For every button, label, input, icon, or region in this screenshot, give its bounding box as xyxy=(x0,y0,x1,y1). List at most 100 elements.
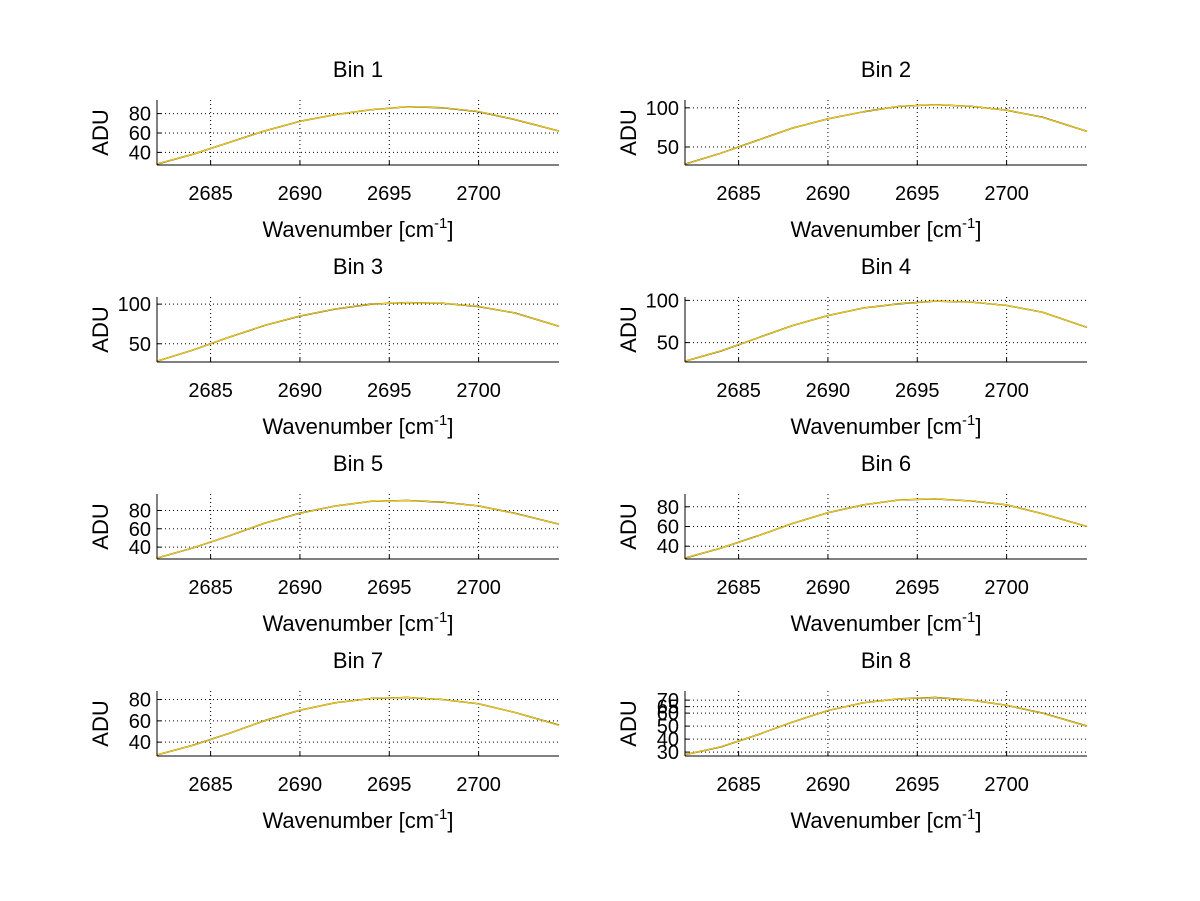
x-axis-label-exponent: -1 xyxy=(434,806,447,823)
plot-area xyxy=(157,494,559,559)
x-axis-label: Wavenumber [cm-1] xyxy=(790,609,981,636)
y-axis-label: ADU xyxy=(616,700,641,746)
series-line-2 xyxy=(156,696,560,756)
subplot-title: Bin 2 xyxy=(861,57,911,82)
subplot-title: Bin 1 xyxy=(333,57,383,82)
series-line-2 xyxy=(156,106,560,165)
x-tick-label: 2695 xyxy=(367,183,412,205)
y-tick-label: 30 xyxy=(657,742,679,764)
plot-area xyxy=(685,297,1087,362)
x-axis-label-main: Wavenumber [cm xyxy=(790,414,962,439)
y-tick-label: 60 xyxy=(657,517,679,539)
subplot-title: Bin 7 xyxy=(333,648,383,673)
x-tick-label: 2695 xyxy=(895,577,940,599)
x-axis-label-exponent: -1 xyxy=(962,215,975,232)
y-tick-label: 40 xyxy=(129,142,151,164)
y-tick-label: 60 xyxy=(129,123,151,145)
series-line-2 xyxy=(684,104,1088,165)
x-tick-label: 2700 xyxy=(984,774,1029,796)
y-tick-label: 80 xyxy=(129,690,151,712)
y-tick-label: 80 xyxy=(657,497,679,519)
x-tick-label: 2700 xyxy=(984,577,1029,599)
y-axis-label: ADU xyxy=(616,306,641,352)
subplot-title: Bin 6 xyxy=(861,451,911,476)
y-axis-label: ADU xyxy=(88,700,113,746)
x-axis-label: Wavenumber [cm-1] xyxy=(262,806,453,833)
x-axis-label: Wavenumber [cm-1] xyxy=(790,806,981,833)
x-tick-label: 2695 xyxy=(895,380,940,402)
plot-area xyxy=(157,297,559,362)
x-axis-label-exponent: -1 xyxy=(434,609,447,626)
x-tick-label: 2685 xyxy=(188,380,233,402)
x-axis-label-end: ] xyxy=(447,414,453,439)
x-tick-label: 2685 xyxy=(188,577,233,599)
x-axis-label-main: Wavenumber [cm xyxy=(262,414,434,439)
x-tick-label: 2690 xyxy=(278,380,323,402)
y-tick-label: 60 xyxy=(129,711,151,733)
x-axis-label-main: Wavenumber [cm xyxy=(262,217,434,242)
x-tick-label: 2690 xyxy=(806,380,851,402)
x-tick-label: 2700 xyxy=(456,774,501,796)
x-axis-label-main: Wavenumber [cm xyxy=(262,808,434,833)
x-axis-label-end: ] xyxy=(447,611,453,636)
x-tick-label: 2690 xyxy=(806,774,851,796)
x-axis-label-exponent: -1 xyxy=(434,412,447,429)
x-tick-label: 2685 xyxy=(716,774,761,796)
x-tick-label: 2690 xyxy=(806,577,851,599)
x-tick-label: 2695 xyxy=(367,774,412,796)
x-axis-label-main: Wavenumber [cm xyxy=(790,808,962,833)
x-tick-label: 2695 xyxy=(367,577,412,599)
y-tick-label: 70 xyxy=(657,690,679,712)
subplot-4: 2685 2690 2695 2700 50 100 Bin 4 ADU Wavenumber … xyxy=(616,254,1088,439)
subplot-2: 2685 2690 2695 2700 50 100 Bin 2 ADU Wavenumber … xyxy=(616,57,1088,242)
subplot-title: Bin 5 xyxy=(333,451,383,476)
y-tick-label: 60 xyxy=(657,703,679,725)
y-tick-label: 100 xyxy=(646,98,679,120)
series-line-2 xyxy=(684,696,1088,756)
x-axis-label-exponent: -1 xyxy=(962,806,975,823)
series-line-2 xyxy=(684,300,1088,362)
plot-area xyxy=(685,100,1087,165)
x-tick-label: 2700 xyxy=(456,183,501,205)
subplot-title: Bin 8 xyxy=(861,648,911,673)
x-axis-label: Wavenumber [cm-1] xyxy=(790,215,981,242)
x-tick-label: 2690 xyxy=(278,183,323,205)
y-tick-label: 40 xyxy=(657,729,679,751)
y-tick-label: 40 xyxy=(129,732,151,754)
x-axis-label: Wavenumber [cm-1] xyxy=(790,412,981,439)
x-tick-label: 2700 xyxy=(456,380,501,402)
x-axis-label-end: ] xyxy=(447,808,453,833)
x-axis-label: Wavenumber [cm-1] xyxy=(262,412,453,439)
x-tick-label: 2700 xyxy=(984,183,1029,205)
x-axis-label-end: ] xyxy=(975,808,981,833)
x-axis-label-end: ] xyxy=(975,217,981,242)
x-tick-label: 2685 xyxy=(188,774,233,796)
y-axis-label: ADU xyxy=(88,109,113,155)
y-tick-label: 40 xyxy=(657,536,679,558)
x-tick-label: 2685 xyxy=(188,183,233,205)
y-tick-label: 50 xyxy=(129,334,151,356)
x-axis-label-exponent: -1 xyxy=(434,215,447,232)
y-tick-label: 80 xyxy=(129,500,151,522)
x-axis-label: Wavenumber [cm-1] xyxy=(262,609,453,636)
y-tick-label: 100 xyxy=(646,290,679,312)
y-tick-label: 50 xyxy=(657,137,679,159)
plot-area xyxy=(157,691,559,756)
x-axis-label-main: Wavenumber [cm xyxy=(790,217,962,242)
x-tick-label: 2695 xyxy=(895,774,940,796)
y-axis-label: ADU xyxy=(616,503,641,549)
x-tick-label: 2685 xyxy=(716,577,761,599)
x-tick-label: 2695 xyxy=(367,380,412,402)
x-tick-label: 2685 xyxy=(716,183,761,205)
x-axis-label-exponent: -1 xyxy=(962,609,975,626)
x-axis-label-end: ] xyxy=(447,217,453,242)
x-tick-label: 2695 xyxy=(895,183,940,205)
x-tick-label: 2685 xyxy=(716,380,761,402)
y-tick-label: 40 xyxy=(129,537,151,559)
